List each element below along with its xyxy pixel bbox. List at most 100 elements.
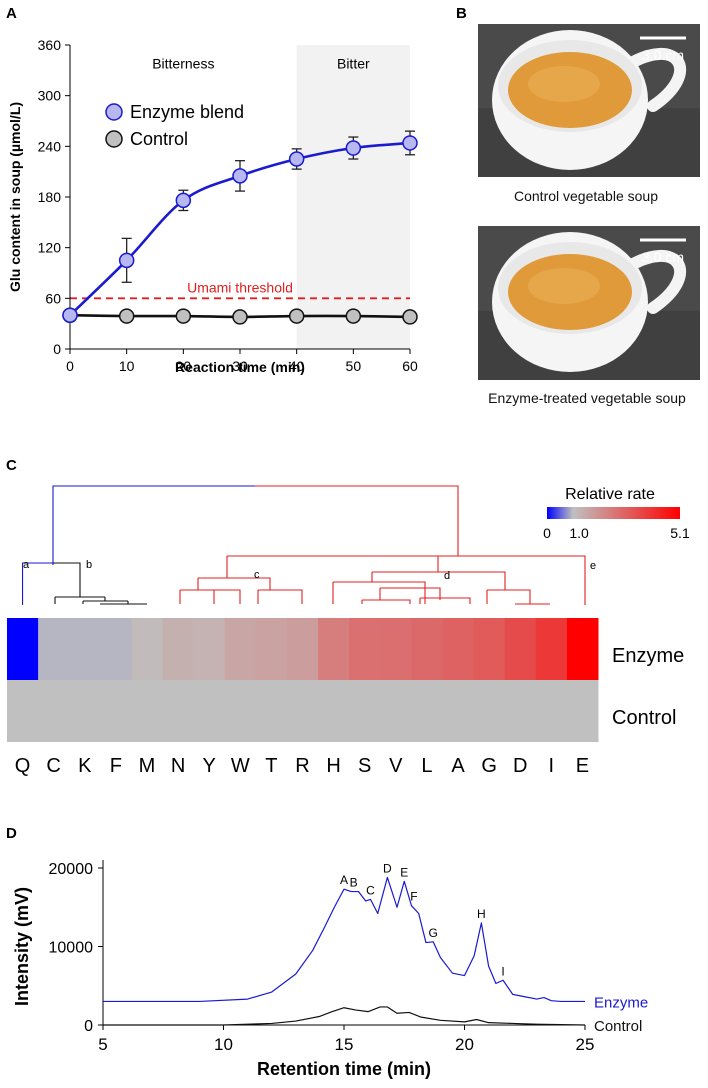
heatmap-cell: [193, 618, 226, 680]
heatmap-cell: [69, 680, 101, 742]
cluster-label-a: a: [23, 559, 30, 571]
heatmap-cell: [504, 680, 537, 742]
heatmap-cell: [286, 618, 319, 680]
panel-label-c: C: [6, 457, 17, 474]
x-tick-label: 10: [214, 1035, 233, 1054]
heatmap-cell: [7, 680, 39, 742]
heatmap-column-label: T: [265, 755, 277, 777]
y-axis-title: Intensity (mV): [12, 887, 32, 1006]
dendrogram-branch-q: [22, 562, 53, 605]
y-tick-label: 10000: [49, 940, 94, 957]
y-tick-label: 60: [45, 290, 61, 306]
heatmap-cell: [473, 680, 506, 742]
dendrogram-root-right: [255, 485, 459, 556]
series-label-0: Enzyme: [594, 994, 648, 1011]
heatmap-cell: [38, 680, 70, 742]
peak-label-C: C: [366, 883, 375, 897]
heatmap-column-label: Q: [15, 755, 31, 777]
glu-time-chart: Bitterness Bitter Umami threshold 0 60 120 180…: [7, 37, 418, 375]
heatmap-column-label: G: [481, 755, 497, 777]
heatmap-cell: [7, 618, 39, 680]
y-tick-label: 300: [38, 88, 62, 104]
series-label-1: Control: [594, 1018, 642, 1035]
heatmap-cell: [100, 618, 132, 680]
dendrogram-branch: [486, 589, 550, 605]
panel-label-b: B: [456, 5, 467, 22]
region-label-0: Bitterness: [152, 56, 214, 72]
dendrogram-branch: [332, 572, 426, 604]
dendrogram-branch: [179, 578, 241, 604]
enzyme-soup-caption: Enzyme-treated vegetable soup: [488, 390, 686, 406]
data-point-0: [62, 307, 78, 323]
heatmap-cell: [162, 680, 195, 742]
peak-label-I: I: [501, 964, 504, 978]
soup-highlight-1: [528, 268, 600, 304]
data-point-1: [118, 308, 135, 324]
scale-label-0: 3.0 cm: [642, 47, 684, 63]
heatmap-column-label: E: [576, 755, 589, 777]
data-point-1: [288, 308, 305, 324]
dendrogram-root-left: [52, 485, 255, 565]
peak-label-D: D: [383, 861, 392, 875]
heatmap-cell: [349, 680, 381, 742]
x-tick-label: 15: [335, 1035, 354, 1054]
data-point-0: [175, 192, 192, 209]
heatmap-column-label: C: [46, 755, 60, 777]
x-tick-label: 20: [455, 1035, 474, 1054]
amino-acid-heatmap: Enzyme Control Q C K F M N Y W T R H S V L A G D I E Relative…: [7, 485, 690, 777]
data-point-0: [402, 135, 418, 151]
heatmap-cell: [224, 618, 257, 680]
chromatogram-line-0: [103, 876, 585, 1003]
panel-label-d: D: [6, 825, 17, 842]
data-point-0: [118, 252, 135, 269]
heatmap-cell: [193, 680, 226, 742]
heatmap-cell: [566, 618, 599, 680]
colorbar: [547, 507, 680, 519]
y-axis-title: Glu content in soup (µmol/L): [7, 102, 23, 292]
heatmap-column-label: F: [110, 755, 122, 777]
heatmap-cell: [535, 618, 568, 680]
heatmap-cell: [411, 680, 443, 742]
heatmap-cell: [380, 680, 412, 742]
dendrogram-branch-b: [53, 562, 81, 597]
heatmap-cell: [318, 618, 350, 680]
peak-label-B: B: [350, 876, 358, 890]
heatmap-cell: [100, 680, 132, 742]
heatmap-column-label: R: [295, 755, 309, 777]
cluster-label-d: d: [444, 570, 450, 582]
heatmap-column-label: H: [326, 755, 340, 777]
y-tick-label: 120: [38, 240, 62, 256]
heatmap-row-label-0: Enzyme: [612, 645, 684, 667]
scale-label-1: 3.0 cm: [642, 249, 684, 265]
heatmap-column-label: M: [139, 755, 156, 777]
heatmap-column-label: V: [389, 755, 403, 777]
heatmap-column-label: L: [421, 755, 432, 777]
x-tick-label: 20: [176, 358, 192, 374]
data-point-1: [175, 308, 192, 324]
heatmap-cell: [131, 618, 164, 680]
chromatogram-line-1: [103, 1006, 586, 1026]
heatmap-cell: [131, 680, 164, 742]
cluster-label-b: b: [86, 559, 92, 571]
data-point-0: [345, 140, 362, 156]
heatmap-column-label: K: [78, 755, 92, 777]
data-point-1: [232, 309, 248, 325]
heatmap-cell: [38, 618, 70, 680]
dendrogram-branch: [198, 577, 271, 590]
data-point-1: [345, 308, 362, 324]
x-axis-title: Retention time (min): [257, 1059, 431, 1079]
x-tick-label: 50: [346, 358, 362, 374]
peak-label-E: E: [400, 865, 408, 879]
bitter-shaded-region: [296, 45, 410, 349]
control-soup-caption: Control vegetable soup: [514, 188, 658, 204]
y-tick-label: 20000: [49, 861, 94, 878]
peak-label-H: H: [477, 907, 486, 921]
heatmap-cell: [255, 680, 288, 742]
y-tick-label: 180: [38, 189, 62, 205]
heatmap-cell: [349, 618, 381, 680]
data-point-0: [232, 168, 248, 184]
heatmap-column-label: S: [358, 755, 371, 777]
heatmap-cell: [473, 618, 506, 680]
heatmap-column-label: Y: [203, 755, 216, 777]
x-tick-label: 10: [119, 358, 135, 374]
